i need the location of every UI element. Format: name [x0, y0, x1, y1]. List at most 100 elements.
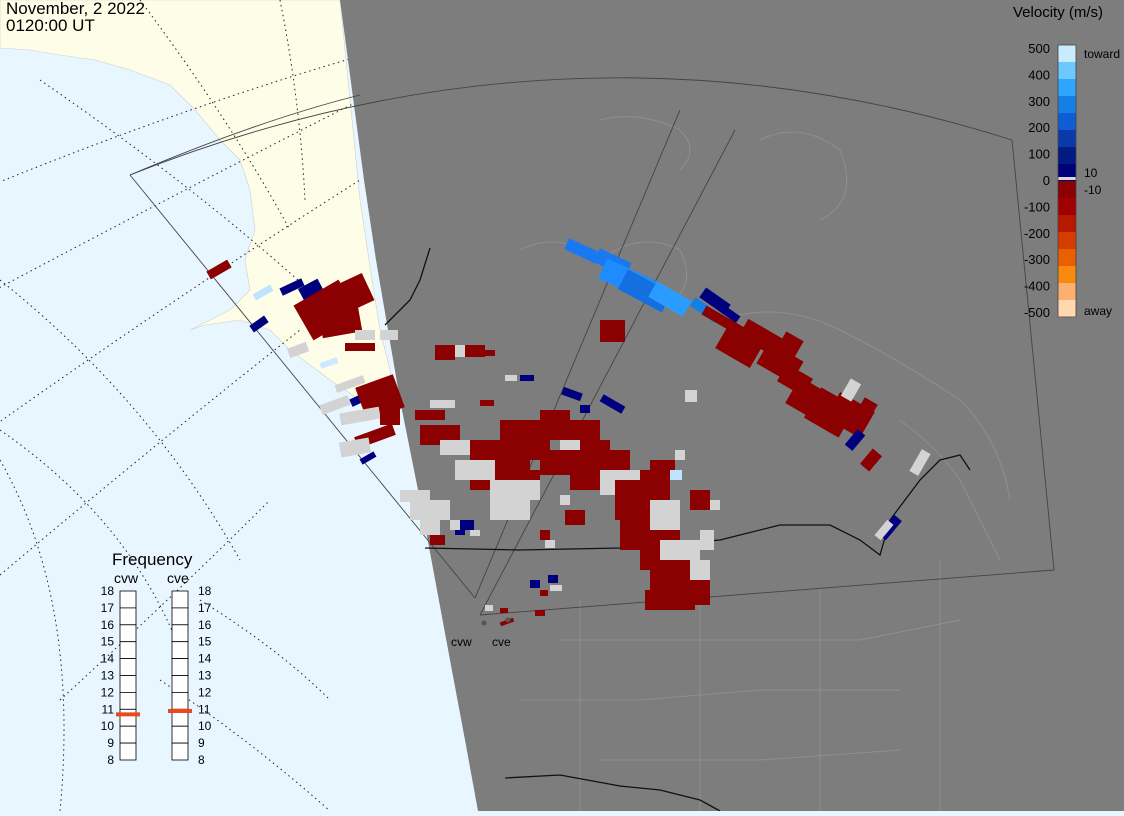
scatter-cell — [319, 395, 351, 415]
scatter-cell — [345, 343, 375, 351]
colorbar-tick-label: 500 — [1028, 41, 1050, 56]
colorbar-segment — [1058, 62, 1076, 80]
colorbar-segment — [1058, 181, 1076, 199]
frequency-cell — [171, 658, 189, 676]
frequency-level-label: 10 — [198, 719, 212, 733]
scatter-cell — [580, 440, 610, 452]
scatter-cell — [565, 510, 585, 525]
scatter-cell — [719, 304, 741, 324]
scatter-cell — [690, 490, 710, 510]
date-label: November, 2 2022 — [6, 0, 145, 18]
colorbar-segment — [1058, 96, 1076, 114]
scatter-cell — [710, 500, 720, 510]
scatter-cell — [715, 322, 765, 368]
colorbar-segment — [1058, 45, 1076, 63]
frequency-level-label: 12 — [101, 685, 115, 699]
frequency-level-label: 9 — [107, 736, 114, 750]
scatter-cell — [520, 470, 540, 480]
frequency-level-label: 8 — [198, 753, 205, 767]
scatter-cell — [400, 490, 430, 502]
colorbar-tick-label: -500 — [1024, 305, 1050, 320]
frequency-level-label: 15 — [198, 635, 212, 649]
scatter-cell — [650, 500, 680, 530]
frequency-cell — [171, 692, 189, 710]
scatter-cell — [279, 278, 305, 296]
scatter-cell — [380, 330, 398, 340]
scatter-cell — [599, 394, 626, 414]
colorbar-segment — [1058, 79, 1076, 97]
colorbar-label-pos10: 10 — [1084, 166, 1098, 180]
scatter-cell — [840, 378, 862, 402]
colorbar-frame — [1057, 44, 1077, 318]
frequency-level-label: 17 — [101, 601, 115, 615]
colorbar-tick-label: 400 — [1028, 67, 1050, 82]
radar-site-cve — [505, 617, 511, 623]
scatter-cell — [859, 448, 883, 472]
frequency-cell — [119, 624, 137, 643]
colorbar-segment — [1058, 249, 1076, 267]
scatter-cell — [286, 341, 310, 359]
scatter-cell — [560, 495, 570, 505]
scatter-cell — [520, 480, 540, 500]
frequency-cell — [171, 590, 189, 609]
scatter-cell — [520, 375, 534, 381]
frequency-label-cvw: cvw — [114, 570, 139, 586]
radar-site-cvw — [481, 620, 487, 626]
scatter-cell — [206, 259, 232, 280]
frequency-level-label: 10 — [101, 719, 115, 733]
scatter-cell — [440, 440, 470, 455]
scatter-cell — [550, 585, 562, 591]
night-coastlines — [519, 116, 1011, 811]
frequency-level-label: 13 — [101, 669, 115, 683]
scatter-cell — [700, 530, 714, 550]
scatter-cell — [470, 530, 480, 536]
scatter-cell — [545, 540, 555, 548]
night-side — [340, 0, 1124, 811]
frequency-panel: Frequency cvw cve 18 17 16 15 14 13 12 11 10 9 8 18… — [101, 550, 212, 767]
scatter-cell — [600, 320, 625, 342]
colorbar-label-neg10: -10 — [1084, 183, 1102, 197]
frequency-level-label: 12 — [198, 685, 212, 699]
colorbar-segment — [1058, 266, 1076, 284]
colorbar-segment — [1058, 232, 1076, 250]
frequency-cell — [119, 725, 137, 744]
frequency-level-label: 11 — [198, 702, 211, 716]
scatter-cell — [252, 284, 274, 301]
scatter-cell — [825, 392, 875, 438]
scatter-cell — [338, 437, 372, 458]
scatter-cell — [660, 460, 675, 470]
colorbar-segment — [1058, 130, 1076, 148]
frequency-cell — [119, 658, 137, 676]
scatter-cell — [570, 465, 590, 490]
frequency-cell — [119, 708, 137, 727]
scatter-cell — [540, 530, 550, 540]
scatter-cell — [435, 345, 455, 360]
scatter-cell — [359, 451, 377, 465]
frequency-cell — [119, 590, 137, 609]
frequency-label-cve: cve — [167, 570, 189, 586]
scatter-cell — [430, 535, 445, 545]
scatter-cell — [485, 350, 495, 356]
frequency-level-label: 14 — [101, 652, 115, 666]
frequency-cell — [171, 725, 189, 744]
scatter-cell — [660, 540, 700, 560]
colorbar-tick-label: 200 — [1028, 120, 1050, 135]
frequency-cell — [119, 607, 137, 626]
colorbar-tick-label: 0 — [1043, 173, 1050, 188]
scatter-cell — [540, 590, 548, 596]
colorbar-segment — [1058, 215, 1076, 233]
scatter-cell — [874, 519, 894, 541]
scatter-cell — [650, 460, 665, 475]
scatter-cell — [317, 301, 363, 339]
frequency-cell — [171, 742, 189, 761]
scatter-cell — [480, 400, 494, 406]
time-label: 0120:00 UT — [6, 16, 95, 35]
scatter-cell — [675, 450, 685, 460]
scatter-cell — [857, 397, 878, 418]
colorbar-zero-band — [1058, 177, 1076, 180]
colorbar-tick-label: 300 — [1028, 94, 1050, 109]
scatter-cell — [355, 330, 375, 340]
scatter-cell — [561, 386, 583, 402]
